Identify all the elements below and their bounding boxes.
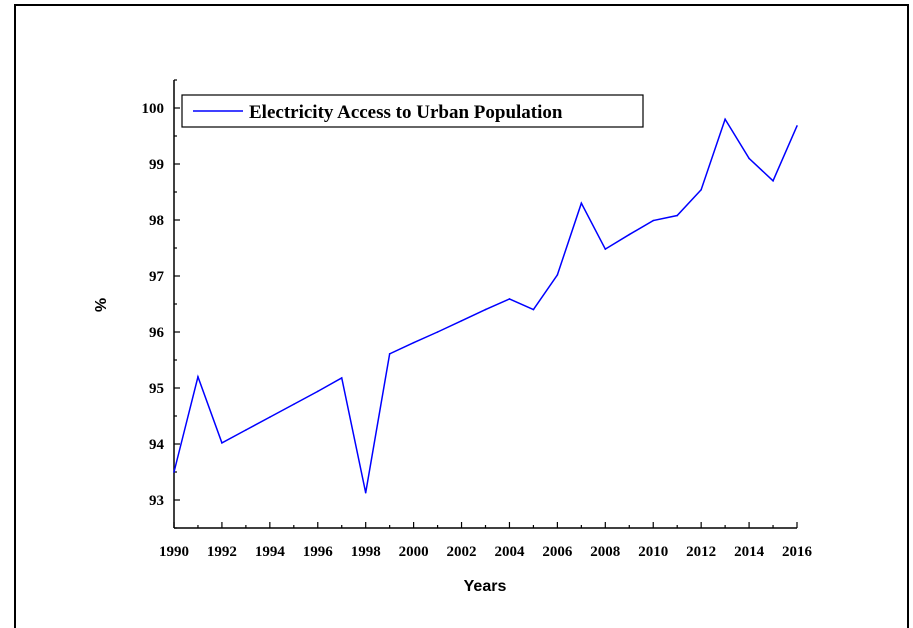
data-point [772,180,774,182]
y-axis-title: % [91,298,108,312]
data-point [676,214,678,217]
x-tick-label: 1998 [351,544,381,560]
data-point [364,491,367,494]
x-tick-label: 2008 [590,544,620,560]
x-tick-label: 2002 [447,544,477,560]
x-tick-label: 2014 [734,544,765,560]
plot-area [173,117,798,494]
x-tick-label: 1994 [255,544,286,560]
chart-frame [14,4,909,628]
series-line [173,117,798,493]
data-point [748,157,750,160]
data-point [197,376,199,378]
x-tick-label: 1990 [159,544,189,560]
y-tick-label: 98 [149,213,164,229]
data-point [293,403,295,406]
x-tick-label: 1996 [303,544,334,560]
y-tick-label: 93 [149,493,164,509]
y-tick-label: 100 [142,101,165,117]
x-tick-label: 2006 [542,544,573,560]
y-axis: 93 94 95 96 97 98 99 100 [142,79,180,529]
data-point [628,233,631,236]
data-point [556,274,559,276]
legend-box [181,94,644,128]
y-tick-label: 94 [149,437,165,453]
y-tick-label: 96 [149,325,165,341]
data-point [436,331,439,333]
data-point [269,416,271,418]
data-point [316,390,319,393]
x-tick-label: 2016 [782,544,813,560]
y-tick-label: 95 [149,381,164,397]
legend: Electricity Access to Urban Population [181,94,644,128]
y-tick-label: 99 [149,157,164,173]
x-axis: 1990 1992 1994 1996 1998 2000 2002 2004 2006 2008… [159,522,813,560]
data-point [604,248,607,250]
x-tick-label: 2012 [686,544,716,560]
data-point [388,353,391,355]
x-tick-label: 1992 [207,544,237,560]
x-tick-label: 2004 [494,544,525,560]
data-point [532,308,535,311]
data-point [460,320,463,322]
data-point [580,202,583,204]
data-point [508,298,511,300]
legend-label: Electricity Access to Urban Population [249,102,563,123]
data-point [796,125,798,127]
data-point [724,118,726,120]
data-point [652,219,655,222]
data-point [221,442,223,444]
x-axis-title: Years [464,578,507,595]
x-tick-label: 2000 [399,544,429,560]
y-tick-label: 97 [149,269,165,285]
data-point [173,471,175,473]
data-point [412,341,415,344]
data-point [245,429,247,431]
data-point [484,308,487,311]
x-tick-label: 2010 [638,544,668,560]
data-point [700,188,702,191]
data-point [340,377,343,379]
